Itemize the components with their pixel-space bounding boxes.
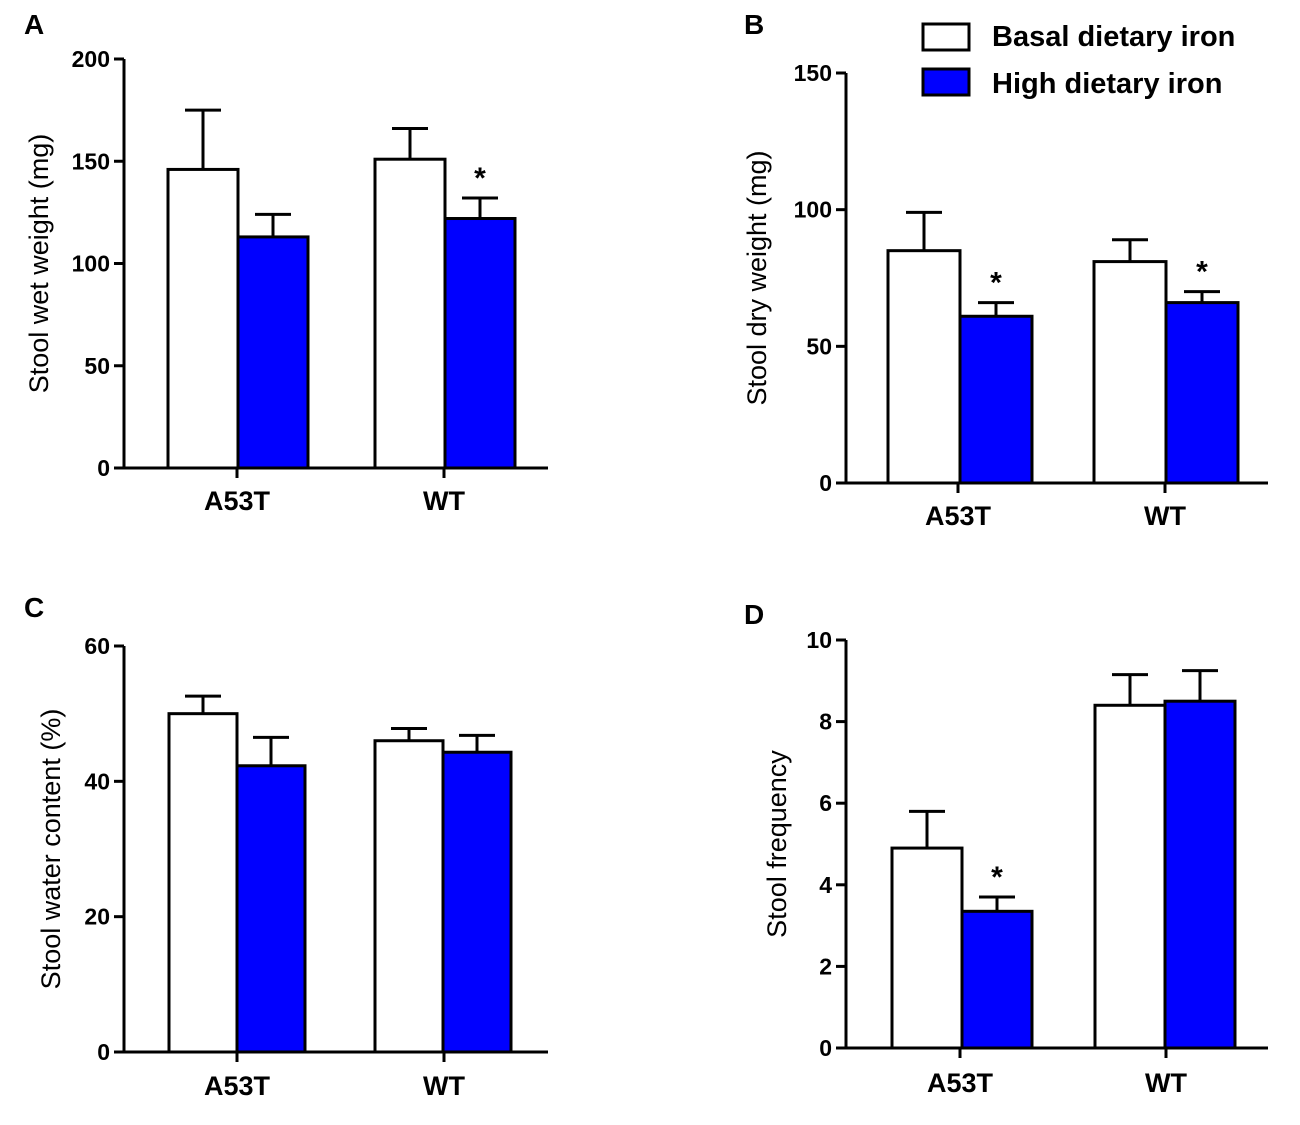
legend-swatch-high [921,67,971,97]
category-label-b: WT [1144,501,1186,531]
y-axis-label-b: Stool dry weight (mg) [742,150,772,405]
y-axis-label-d: Stool frequency [762,750,792,938]
category-label-c: WT [423,1071,465,1101]
bar-a-high-0 [236,235,310,470]
y-tick-label-d: 6 [819,790,832,816]
y-tick-label-b: 150 [794,60,832,86]
significance-b-0: * [990,267,1002,300]
y-tick-label-a: 200 [72,46,110,72]
y-tick-label-a: 50 [84,353,110,379]
panel-letter-c: C [24,592,44,623]
significance-a-1: * [474,162,486,195]
y-axis-label-a: Stool wet weight (mg) [24,134,54,394]
legend-label-high: High dietary iron [992,68,1222,100]
bar-b-high-0 [958,314,1034,485]
panel-letter-a: A [24,9,44,40]
y-tick-label-b: 0 [819,470,832,496]
y-tick-label-a: 150 [72,148,110,174]
y-tick-label-a: 100 [72,251,110,277]
bar-d-high-0 [960,909,1034,1050]
y-tick-label-b: 100 [794,197,832,223]
y-tick-label-d: 8 [819,709,832,735]
significance-b-1: * [1196,256,1208,289]
y-tick-label-c: 20 [84,904,110,930]
category-label-a: WT [423,486,465,516]
panel-b: B Stool dry weight (mg) * * 0 50 100 150 A53T WT [742,9,1268,531]
panel-letter-b: B [744,9,764,40]
bar-d-high-1 [1163,699,1237,1050]
panel-a: A Stool wet weight (mg) * 0 50 100 150 200 A53T W… [24,9,548,516]
bar-c-basal-1 [373,739,445,1054]
bar-c-high-0 [235,764,307,1054]
y-tick-label-c: 40 [84,768,110,794]
legend-label-basal: Basal dietary iron [992,21,1235,53]
bar-a-basal-0 [166,167,240,470]
panel-d: D Stool frequency * 0 2 4 6 8 10 A53T WT [744,599,1268,1098]
bar-b-basal-1 [1092,260,1168,485]
y-tick-label-d: 10 [806,627,832,653]
bar-a-basal-1 [373,157,447,470]
y-tick-label-c: 0 [97,1039,110,1065]
legend: Basal dietary iron High dietary iron [921,21,1235,100]
category-label-d: WT [1145,1068,1187,1098]
category-label-c: A53T [204,1071,271,1101]
category-label-b: A53T [925,501,992,531]
bar-d-basal-1 [1093,703,1167,1050]
panel-letter-d: D [744,599,764,630]
bar-b-basal-0 [886,249,962,485]
bar-c-basal-0 [167,712,239,1054]
y-tick-label-c: 60 [84,633,110,659]
y-tick-label-d: 2 [819,953,832,979]
significance-d-0: * [991,861,1003,894]
category-label-d: A53T [927,1068,994,1098]
bar-a-high-1 [443,217,517,470]
y-tick-label-a: 0 [97,455,110,481]
y-tick-label-d: 4 [819,872,832,898]
legend-swatch-basal [921,22,971,52]
panel-c: C Stool water content (%) 0 20 40 60 A53T WT [24,592,548,1101]
category-label-a: A53T [204,486,271,516]
bar-c-high-1 [441,750,513,1054]
y-axis-label-c: Stool water content (%) [36,709,66,990]
y-tick-label-d: 0 [819,1035,832,1061]
bar-d-basal-0 [890,846,964,1050]
y-tick-label-b: 50 [806,333,832,359]
bar-b-high-1 [1164,301,1240,485]
